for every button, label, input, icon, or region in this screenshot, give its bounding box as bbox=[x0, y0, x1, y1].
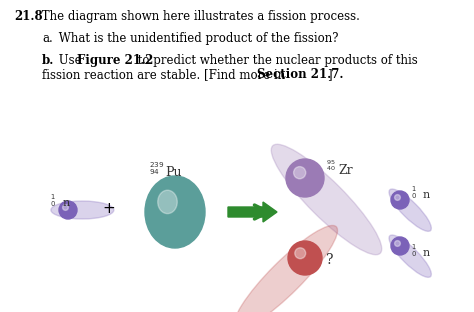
Text: ]: ] bbox=[327, 68, 332, 81]
Text: Figure 21.2: Figure 21.2 bbox=[77, 54, 154, 67]
Text: $\mathregular{^1_0}$: $\mathregular{^1_0}$ bbox=[50, 192, 56, 209]
Circle shape bbox=[391, 237, 409, 255]
Text: a.: a. bbox=[42, 32, 53, 45]
Ellipse shape bbox=[234, 226, 337, 312]
Circle shape bbox=[59, 201, 77, 219]
FancyArrow shape bbox=[228, 202, 277, 222]
Text: fission reaction are stable. [Find more in: fission reaction are stable. [Find more … bbox=[42, 68, 289, 81]
Ellipse shape bbox=[145, 176, 205, 248]
Text: Pu: Pu bbox=[165, 166, 182, 179]
Text: to predict whether the nuclear products of this: to predict whether the nuclear products … bbox=[134, 54, 418, 67]
Ellipse shape bbox=[158, 190, 177, 214]
Text: What is the unidentified product of the fission?: What is the unidentified product of the … bbox=[55, 32, 338, 45]
Text: Section 21.7.: Section 21.7. bbox=[257, 68, 344, 81]
Ellipse shape bbox=[51, 201, 114, 219]
Text: $\mathregular{^{95}_{40}}$: $\mathregular{^{95}_{40}}$ bbox=[326, 158, 336, 173]
Circle shape bbox=[391, 191, 409, 209]
Text: Use: Use bbox=[55, 54, 85, 67]
Text: $\mathregular{^1_0}$: $\mathregular{^1_0}$ bbox=[411, 242, 417, 259]
Text: $\mathregular{^1_0}$: $\mathregular{^1_0}$ bbox=[411, 184, 417, 201]
Text: n: n bbox=[423, 190, 430, 200]
Text: n: n bbox=[423, 248, 430, 258]
Text: n: n bbox=[63, 198, 70, 208]
Circle shape bbox=[293, 167, 306, 179]
Ellipse shape bbox=[389, 235, 431, 277]
Text: Zr: Zr bbox=[338, 164, 353, 177]
Circle shape bbox=[295, 248, 306, 259]
Circle shape bbox=[63, 205, 68, 210]
Text: The diagram shown here illustrates a fission process.: The diagram shown here illustrates a fis… bbox=[38, 10, 360, 23]
Circle shape bbox=[394, 241, 401, 246]
Ellipse shape bbox=[389, 189, 431, 231]
Ellipse shape bbox=[271, 144, 382, 255]
Circle shape bbox=[286, 159, 324, 197]
Text: b.: b. bbox=[42, 54, 55, 67]
Circle shape bbox=[394, 195, 401, 200]
Text: +: + bbox=[102, 201, 115, 216]
Text: $\mathregular{^{239}_{94}}$: $\mathregular{^{239}_{94}}$ bbox=[149, 160, 164, 177]
Circle shape bbox=[288, 241, 322, 275]
Text: 21.8: 21.8 bbox=[14, 10, 43, 23]
Text: ?: ? bbox=[326, 253, 334, 267]
